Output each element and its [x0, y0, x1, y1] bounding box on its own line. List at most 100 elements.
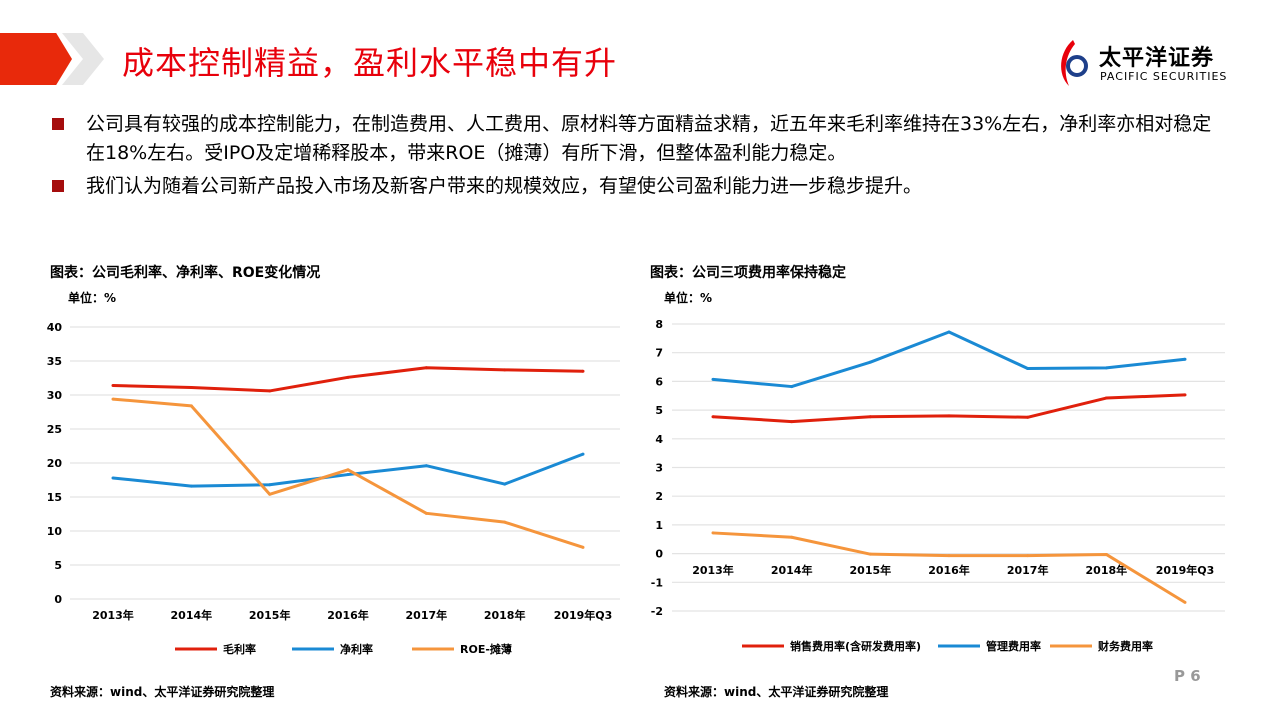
company-logo: 太平洋证券 PACIFIC SECURITIES — [1055, 38, 1245, 88]
chart2-source: 资料来源：wind、太平洋证券研究院整理 — [664, 685, 889, 699]
logo-text-cn: 太平洋证券 — [1099, 46, 1215, 71]
chart2-data-point — [868, 415, 872, 419]
bullet-item: 我们认为随着公司新产品投入市场及新客户带来的规模效应，有望使公司盈利能力进一步稳… — [52, 172, 1212, 201]
chart2-data-point — [868, 360, 872, 364]
chart1-data-point — [581, 545, 585, 549]
chart1-legend-label: 毛利率 — [223, 642, 256, 656]
chart2-data-point — [1104, 366, 1108, 370]
chart1-data-point — [268, 492, 272, 496]
chart2-x-tick: 2019年Q3 — [1156, 563, 1215, 577]
logo-text-en: PACIFIC SECURITIES — [1100, 70, 1228, 83]
chart1-y-tick: 15 — [47, 491, 62, 504]
chart2-data-point — [1104, 552, 1108, 556]
chart1-data-point — [424, 511, 428, 515]
chart1-legend-label: 净利率 — [340, 642, 373, 656]
chart2-data-point — [790, 535, 794, 539]
logo-emblem-icon — [1061, 40, 1088, 86]
chart2-y-tick: -1 — [651, 576, 663, 589]
chart2-y-tick: 8 — [655, 318, 663, 331]
chart1-y-tick: 40 — [47, 321, 63, 334]
page-number: P 6 — [1174, 667, 1201, 685]
chart2-y-tick: -2 — [651, 605, 663, 618]
chart2-y-tick: 1 — [655, 519, 663, 532]
chart2-data-point — [947, 330, 951, 334]
chart2-data-point — [947, 554, 951, 558]
chart1-x-tick: 2015年 — [249, 608, 291, 622]
chart1-data-point — [346, 473, 350, 477]
chart1-data-point — [503, 368, 507, 372]
chart2-legend-label: 管理费用率 — [986, 639, 1041, 653]
chart1-x-tick: 2019年Q3 — [554, 608, 613, 622]
chart2-y-tick: 5 — [655, 404, 663, 417]
chart1-data-point — [581, 452, 585, 456]
chart2-data-point — [1183, 357, 1187, 361]
chart2-series-line — [712, 330, 1186, 389]
chart2-unit: 单位：% — [664, 291, 713, 305]
chart2-data-point — [711, 377, 715, 381]
chart2-y-tick: 2 — [655, 490, 663, 503]
chart1-series-line — [112, 366, 584, 393]
chart2-data-point — [1104, 396, 1108, 400]
bullet-square-icon — [52, 180, 64, 192]
chart2-title: 图表：公司三项费用率保持稳定 — [650, 265, 846, 281]
bullet-square-icon — [52, 118, 64, 130]
chart2-x-tick: 2016年 — [928, 563, 970, 577]
chart2-y-tick: 3 — [655, 462, 663, 475]
chart1-data-point — [346, 468, 350, 472]
chart1-y-tick: 0 — [54, 593, 62, 606]
chart1-unit: 单位：% — [68, 291, 117, 305]
chart1-data-point — [111, 476, 115, 480]
chart2-legend-label: 销售费用率(含研发费用率) — [790, 639, 921, 653]
chart1-x-tick: 2018年 — [484, 608, 526, 622]
chart2-x-tick: 2013年 — [692, 563, 734, 577]
chart1-x-tick: 2014年 — [171, 608, 213, 622]
chart2-data-point — [711, 415, 715, 419]
header-accent-arrow — [0, 33, 72, 85]
chart1-x-tick: 2016年 — [327, 608, 369, 622]
chart1-data-point — [424, 366, 428, 370]
chart2-y-tick: 6 — [655, 375, 663, 388]
chart1-title: 图表：公司毛利率、净利率、ROE变化情况 — [50, 265, 321, 281]
chart2-x-tick: 2017年 — [1007, 563, 1049, 577]
chart1-data-point — [268, 389, 272, 393]
chart2-legend-label: 财务费用率 — [1097, 639, 1153, 653]
chart1-data-point — [346, 375, 350, 379]
chart2-data-point — [790, 420, 794, 424]
chart1-data-point — [189, 386, 193, 390]
chart1-data-point — [503, 520, 507, 524]
chart1-x-tick: 2013年 — [92, 608, 134, 622]
chart2-data-point — [947, 414, 951, 418]
chart1-data-point — [424, 464, 428, 468]
chart2-x-tick: 2015年 — [850, 563, 892, 577]
chart1-y-tick: 30 — [47, 389, 63, 402]
chart1-data-point — [268, 483, 272, 487]
chart2-data-point — [790, 385, 794, 389]
chart2-data-point — [1026, 366, 1030, 370]
chart2-x-tick: 2018年 — [1086, 563, 1128, 577]
chart1-data-point — [189, 404, 193, 408]
chart1-source: 资料来源：wind、太平洋证券研究院整理 — [50, 685, 275, 699]
chart2-data-point — [1026, 415, 1030, 419]
chart1-data-point — [503, 482, 507, 486]
chart1-y-tick: 25 — [47, 423, 62, 436]
page-title: 成本控制精益，盈利水平稳中有升 — [122, 44, 618, 82]
chart1-y-tick: 5 — [54, 559, 62, 572]
chart2-data-point — [1183, 393, 1187, 397]
bullet-item: 公司具有较强的成本控制能力，在制造费用、人工费用、原材料等方面精益求精，近五年来… — [52, 110, 1212, 168]
chart1-data-point — [111, 397, 115, 401]
chart2-data-point — [1026, 554, 1030, 558]
chart2-y-tick: 4 — [655, 433, 663, 446]
chart2-series-line — [712, 393, 1186, 424]
chart1-data-point — [111, 383, 115, 387]
chart2-data-point — [868, 552, 872, 556]
chart1-data-point — [189, 484, 193, 488]
chart2-x-tick: 2014年 — [771, 563, 813, 577]
chart2-y-tick: 0 — [655, 548, 663, 561]
chart1-y-tick: 10 — [47, 525, 63, 538]
chart1-y-tick: 35 — [47, 355, 62, 368]
chart1-x-tick: 2017年 — [406, 608, 448, 622]
chart1-y-tick: 20 — [47, 457, 63, 470]
chart2-y-tick: 7 — [655, 347, 663, 360]
chart2-data-point — [711, 531, 715, 535]
